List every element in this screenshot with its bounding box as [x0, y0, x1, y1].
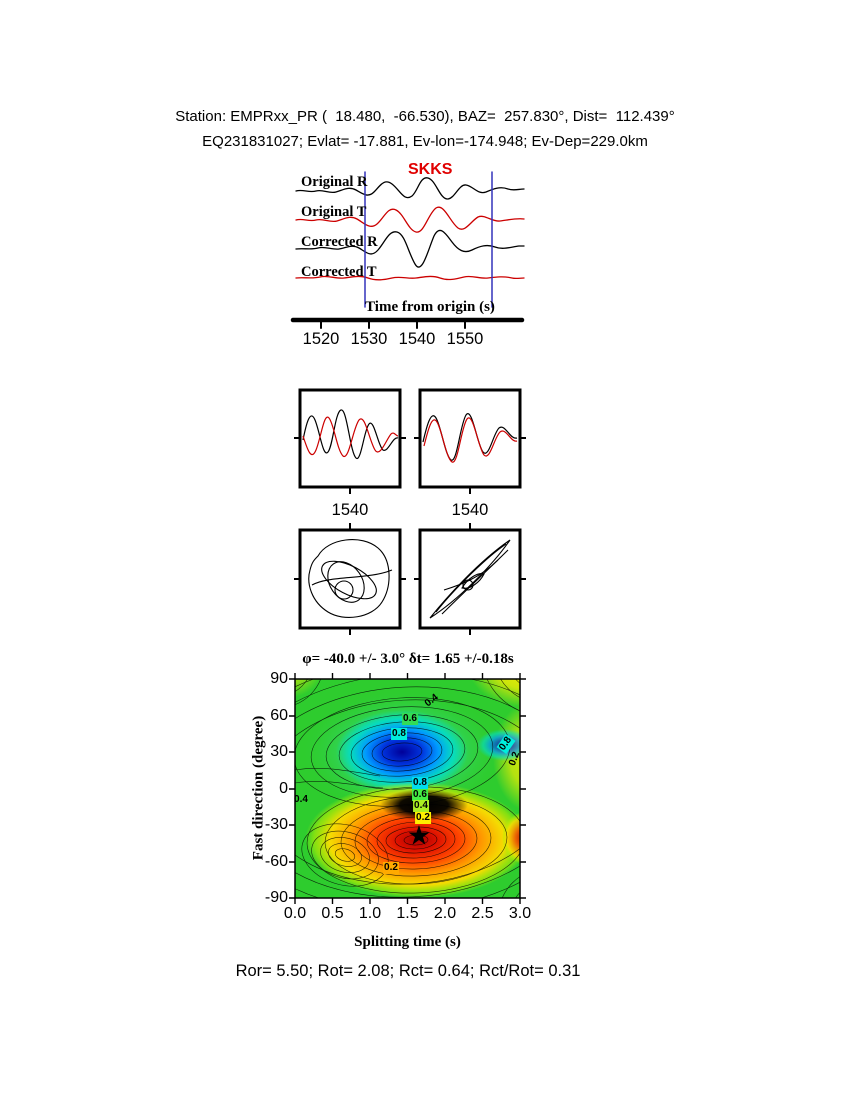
contour-level-label: 0.4 — [413, 800, 429, 812]
lens-loop — [429, 539, 511, 619]
inner-loop — [327, 561, 365, 603]
contour-level-label: 0.8 — [412, 777, 428, 789]
contour-level-label: 0.2 — [415, 812, 431, 824]
contour-level-label: 0.6 — [412, 789, 428, 801]
xtick-label: 0.5 — [321, 905, 344, 922]
time-axis-ticks — [320, 321, 466, 329]
particle-left-xtick: 1540 — [331, 501, 369, 519]
hodogram-corrected — [429, 539, 511, 619]
original-t-trace — [295, 206, 525, 233]
slow-wave — [423, 417, 518, 463]
panel-tick-marks — [294, 437, 526, 635]
station-info-line: Station: EMPRxx_PR ( 18.480, -66.530), B… — [175, 108, 675, 125]
trace-label-corrected-t: Corrected T — [301, 264, 377, 280]
event-info-line: EQ231831027; Evlat= -17.881, Ev-lon=-174… — [202, 133, 648, 150]
error-surface-field — [295, 679, 520, 898]
xtick-label: 2.0 — [433, 905, 457, 922]
fast-wave — [422, 413, 518, 461]
strand — [311, 569, 393, 586]
xtick-label: 1520 — [302, 330, 340, 348]
contour-level-label: 0.8 — [391, 728, 407, 740]
contour-xtick-labels: 0.0 0.5 1.0 1.5 2.0 2.5 3.0 — [277, 905, 538, 923]
particle-right-xtick: 1540 — [451, 501, 489, 519]
error-surface — [289, 673, 526, 904]
xtick-label: 0.0 — [283, 905, 307, 922]
waveform-traces — [290, 171, 525, 329]
hodogram-box-uncorrected — [298, 528, 402, 630]
corrected-t-trace — [295, 275, 525, 281]
ytick-label: -90 — [264, 889, 288, 906]
best-solution-star-icon: ★ — [406, 820, 432, 851]
hodogram-uncorrected — [308, 539, 393, 618]
xtick-label: 1530 — [350, 330, 388, 348]
ytick-label: 0 — [279, 779, 288, 797]
xtick-label: 1550 — [446, 330, 484, 348]
ytick-label: 60 — [270, 706, 288, 724]
tiny-loop — [462, 579, 474, 591]
strand-2 — [441, 549, 509, 615]
compare-waves-corrected — [422, 413, 518, 463]
fast-wave — [302, 409, 399, 459]
xtick-label: 3.0 — [508, 905, 532, 922]
small-loop — [334, 580, 354, 600]
result-title: φ= -40.0 +/- 3.0° δt= 1.65 +/-0.18s — [302, 651, 514, 667]
strand-1 — [435, 543, 507, 613]
trace-label-corrected-r: Corrected R — [301, 234, 378, 250]
ytick-label: -60 — [264, 852, 288, 870]
waveform-xtick-labels: 1520 1530 1540 1550 — [297, 330, 489, 349]
contour-level-label: 0.2 — [383, 862, 399, 874]
compare-box-corrected — [418, 388, 522, 489]
compare-waves-uncorrected — [302, 409, 399, 459]
ytick-label: 30 — [270, 743, 288, 760]
ytick-label: 90 — [270, 670, 288, 687]
particle-motion-panels — [294, 388, 526, 635]
contour-level-label: 0.6 — [402, 713, 418, 725]
strand-3 — [443, 559, 499, 591]
waveform-xaxis-title: Time from origin (s) — [365, 299, 495, 315]
xtick-label: 1540 — [398, 330, 436, 348]
contour-axis-ticks — [289, 673, 526, 904]
contour-ytick-labels: 90 60 30 0 -30 -60 -90 — [238, 670, 288, 907]
contour-level-label: 0.4 — [294, 794, 308, 805]
xtick-label: 1.5 — [396, 905, 419, 922]
xtick-label: 1.0 — [358, 905, 382, 922]
slow-wave — [302, 416, 399, 457]
xtick-label: 2.5 — [471, 905, 494, 922]
middle-loop — [321, 560, 377, 600]
outer-loop — [308, 539, 390, 618]
original-r-trace — [295, 177, 525, 200]
phase-label: SKKS — [408, 161, 453, 178]
ytick-label: -30 — [264, 816, 288, 833]
corrected-r-trace — [295, 229, 525, 268]
contour-xlabel: Splitting time (s) — [354, 934, 461, 950]
trace-label-original-r: Original R — [301, 174, 368, 190]
quality-metrics-line: Ror= 5.50; Rot= 2.08; Rct= 0.64; Rct/Rot… — [235, 962, 581, 980]
trace-label-original-t: Original T — [301, 204, 367, 220]
